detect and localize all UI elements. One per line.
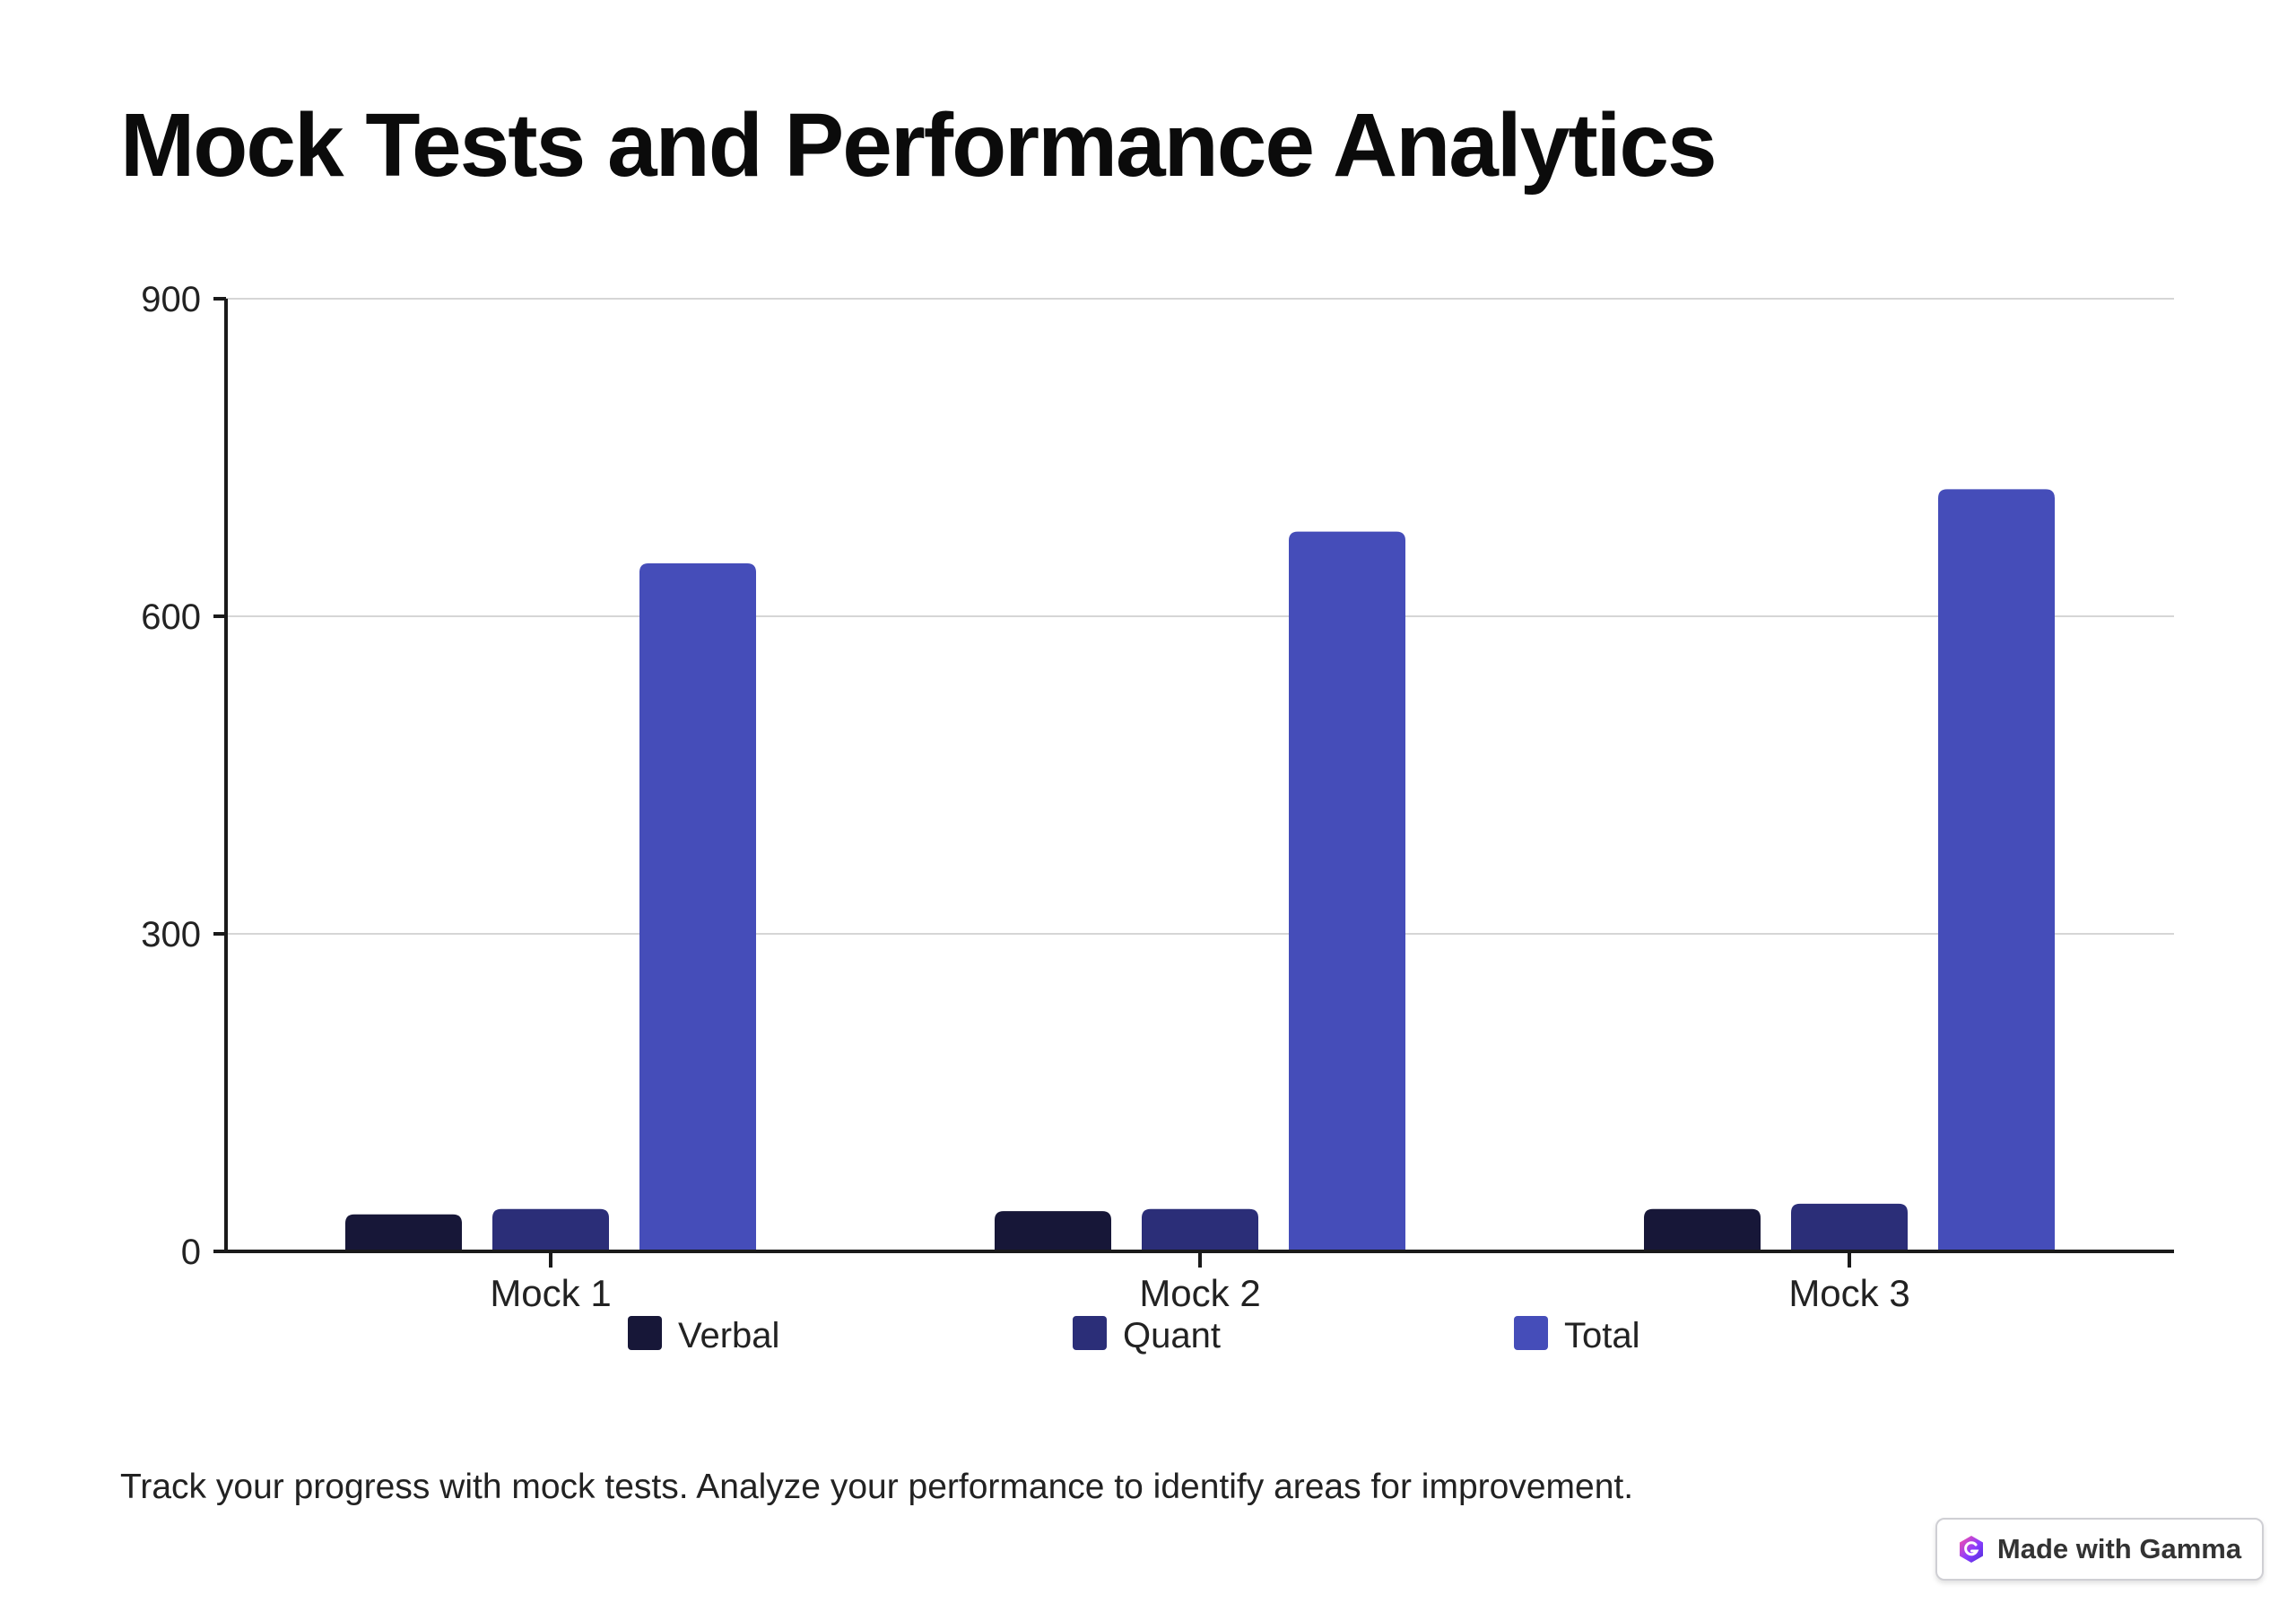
bar-total-mock-1 (639, 563, 756, 1251)
bar-total-mock-2 (1289, 531, 1405, 1251)
x-tick-label: Mock 3 (1788, 1272, 1909, 1314)
bar-verbal-mock-1 (345, 1214, 462, 1251)
chart-axes: 0 300 600 900 Mock 1 Mock 2 Mock 3 (141, 280, 2174, 1314)
y-tick-label: 900 (141, 280, 201, 319)
legend-label-verbal: Verbal (678, 1316, 779, 1355)
bar-verbal-mock-3 (1644, 1208, 1761, 1251)
y-tick-label: 300 (141, 915, 201, 954)
chart-legend: Verbal Quant Total (628, 1316, 1640, 1355)
legend-label-quant: Quant (1123, 1316, 1221, 1355)
legend-swatch-total (1514, 1316, 1548, 1350)
y-tick-label: 0 (181, 1233, 201, 1272)
bar-quant-mock-1 (492, 1208, 609, 1251)
bar-quant-mock-3 (1791, 1203, 1908, 1251)
chart-bars (345, 489, 2055, 1251)
bar-chart: 0 300 600 900 Mock 1 Mock 2 Mock 3 Verbal Quant… (141, 280, 2174, 1355)
page-title: Mock Tests and Performance Analytics (120, 95, 1718, 196)
bar-quant-mock-2 (1142, 1208, 1258, 1251)
gamma-logo-icon (1958, 1535, 1985, 1564)
bar-verbal-mock-2 (995, 1211, 1111, 1251)
bar-total-mock-3 (1938, 489, 2055, 1251)
legend-swatch-quant (1073, 1316, 1107, 1350)
legend-label-total: Total (1564, 1316, 1640, 1355)
made-with-gamma-button[interactable]: Made with Gamma (1935, 1518, 2264, 1581)
y-tick-label: 600 (141, 597, 201, 637)
slide-caption: Track your progress with mock tests. Ana… (120, 1468, 1634, 1506)
badge-label: Made with Gamma (1996, 1533, 2242, 1564)
legend-swatch-verbal (628, 1316, 662, 1350)
x-tick-label: Mock 1 (490, 1272, 611, 1314)
x-tick-label: Mock 2 (1139, 1272, 1260, 1314)
chart-gridlines (226, 298, 2174, 935)
